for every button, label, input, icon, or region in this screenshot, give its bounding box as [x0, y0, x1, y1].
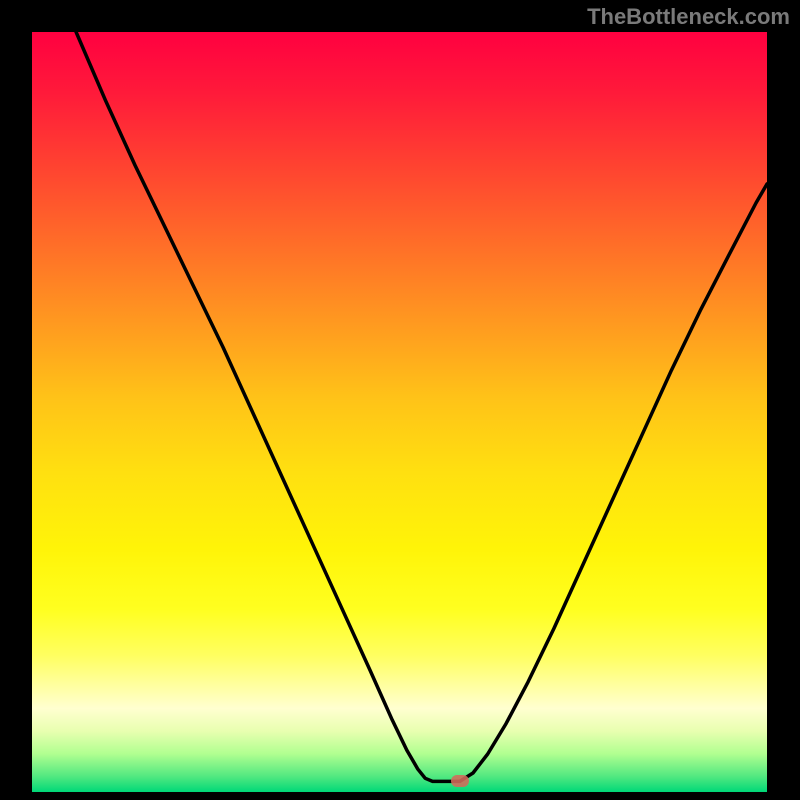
curve-svg: [32, 32, 767, 792]
plot-area: [32, 32, 767, 792]
watermark-text: TheBottleneck.com: [587, 4, 790, 30]
optimal-point-marker: [451, 775, 469, 787]
bottleneck-curve: [76, 32, 767, 781]
